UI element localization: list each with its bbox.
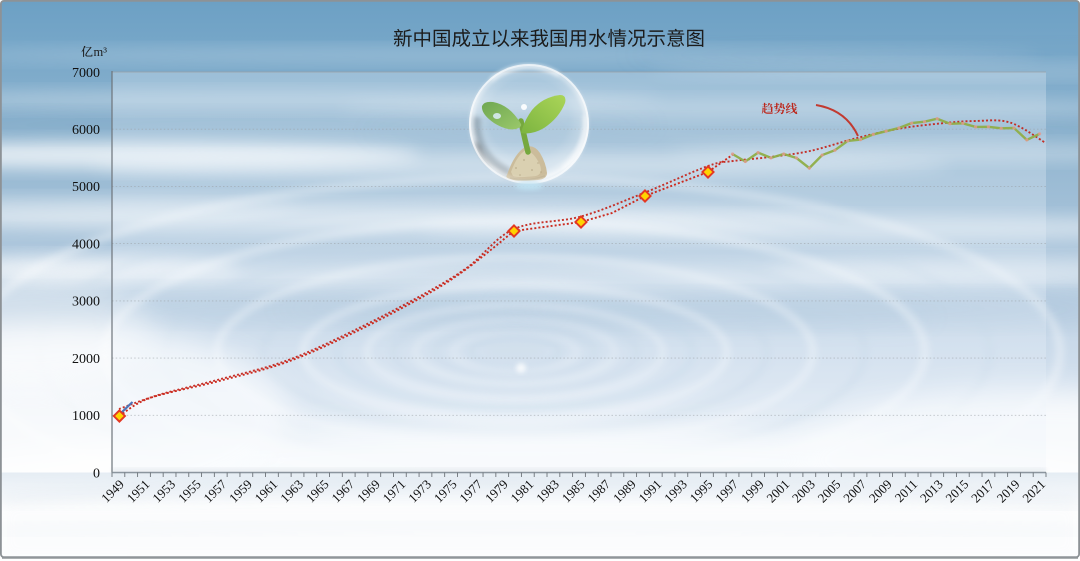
svg-text:1000: 1000 [72,409,100,424]
svg-text:7000: 7000 [72,66,100,81]
svg-text:4000: 4000 [72,237,100,252]
svg-text:m³: m³ [94,45,108,59]
svg-text:5000: 5000 [72,180,100,195]
svg-text:3000: 3000 [72,295,100,310]
svg-text:6000: 6000 [72,123,100,138]
svg-text:2000: 2000 [72,352,100,367]
svg-text:0: 0 [93,466,100,481]
